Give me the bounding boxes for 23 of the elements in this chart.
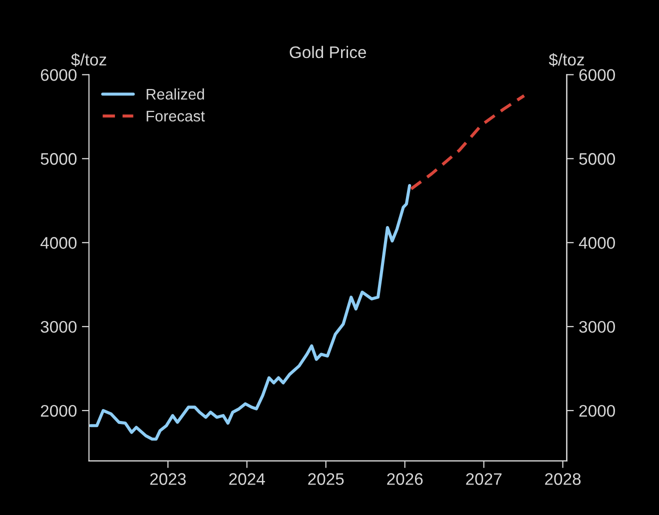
y2-tick-label: 3000	[579, 320, 615, 333]
y2-tick-label: 5000	[579, 153, 615, 165]
line-series	[410, 94, 526, 190]
y2-axis-title: $/toz	[548, 53, 584, 67]
y-tick-label: 3000	[40, 320, 77, 333]
x-tick-label: 2026	[387, 473, 423, 485]
y-tick-label: 2000	[40, 404, 77, 417]
y2-tick-label: 4000	[578, 237, 615, 249]
x-tick-label: 2025	[308, 473, 344, 485]
y-tick-label: 5000	[40, 153, 77, 165]
legend-label: Forecast	[146, 110, 205, 122]
y2-tick-label: 2000	[579, 404, 615, 417]
x-tick-label: 2024	[229, 473, 265, 485]
x-tick-label: 2023	[150, 473, 186, 485]
y-tick-label: 6000	[40, 69, 77, 81]
y2-tick-label: 6000	[579, 69, 615, 81]
chart-title: Gold Price	[290, 46, 366, 58]
x-tick-label: 2027	[466, 473, 502, 485]
y-axis-title: $/toz	[71, 53, 106, 67]
x-tick-label: 2028	[545, 473, 581, 485]
line-series	[89, 184, 412, 441]
y-tick-label: 4000	[40, 237, 77, 249]
legend-label: Realized	[146, 88, 204, 100]
